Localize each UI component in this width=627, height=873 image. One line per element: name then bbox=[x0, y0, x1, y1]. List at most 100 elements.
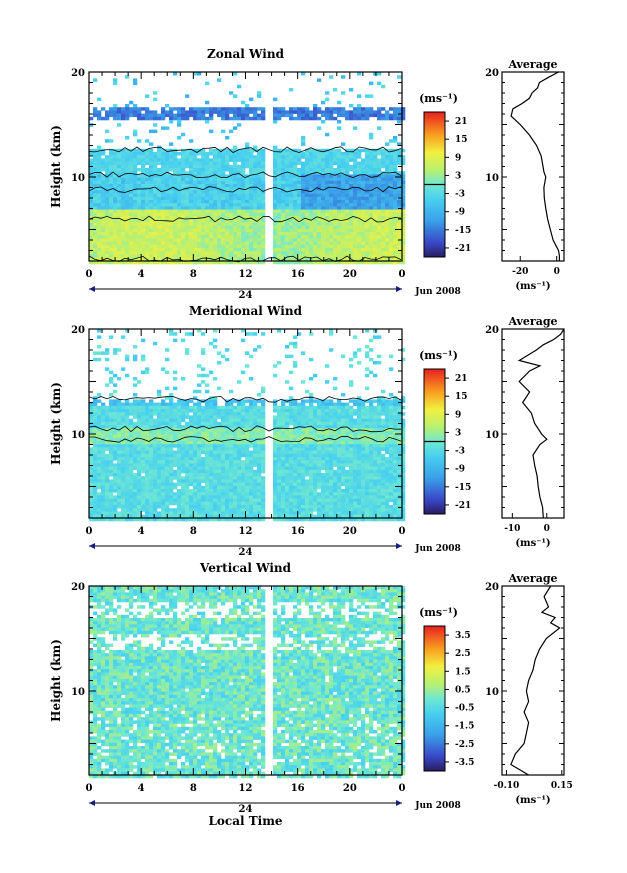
average-title: Average bbox=[507, 315, 557, 328]
x-tick-label: 12 bbox=[239, 783, 253, 794]
colorbar-unit: (ms⁻¹) bbox=[419, 92, 458, 105]
x-tick-label: 8 bbox=[190, 526, 197, 537]
average-profile-line bbox=[510, 585, 561, 776]
x-tick-label: 8 bbox=[190, 269, 197, 280]
x-tick-label: 4 bbox=[138, 269, 145, 280]
heatmap-cells bbox=[89, 586, 406, 779]
day-bar-arrow bbox=[89, 800, 95, 806]
x-tick-label: 4 bbox=[138, 783, 145, 794]
colorbar-tick-label: -3 bbox=[455, 447, 465, 457]
average-frame bbox=[501, 71, 565, 262]
y-axis-label: Height (km) bbox=[49, 639, 63, 722]
day-label: 24 bbox=[239, 804, 253, 815]
colorbar-tick-label: -9 bbox=[455, 208, 465, 218]
colorbar-tick-label: 3 bbox=[455, 171, 461, 181]
colorbar-tick-label: 15 bbox=[455, 392, 468, 402]
average-x-tick-label: -10 bbox=[504, 524, 520, 534]
colorbar-tick-label: -3.5 bbox=[455, 758, 474, 768]
average-profile-line bbox=[510, 71, 560, 261]
y-tick-label: 10 bbox=[71, 687, 85, 698]
average-y-tick-label: 20 bbox=[485, 325, 499, 336]
average-profile-line bbox=[517, 328, 565, 519]
y-tick-label: 20 bbox=[71, 582, 85, 593]
y-axis-label: Height (km) bbox=[49, 125, 63, 208]
colorbar-tick-label: -21 bbox=[455, 501, 471, 511]
colorbar-tick-label: 21 bbox=[455, 117, 468, 127]
x-tick-label: 20 bbox=[343, 783, 357, 794]
day-bar-arrow bbox=[396, 800, 402, 806]
colorbar-tick-label: -3 bbox=[455, 190, 465, 200]
contour-line bbox=[88, 146, 402, 153]
average-y-tick-label: 10 bbox=[485, 173, 499, 184]
average-title: Average bbox=[507, 572, 557, 585]
contour-line bbox=[88, 396, 402, 403]
day-label: 24 bbox=[239, 547, 253, 558]
x-tick-label: 20 bbox=[343, 269, 357, 280]
colorbar-tick-label: -15 bbox=[455, 226, 471, 236]
average-x-tick-label: 0 bbox=[554, 267, 560, 277]
average-x-tick-label: -0.10 bbox=[494, 781, 520, 791]
heatmap-cells bbox=[89, 329, 406, 522]
day-bar-arrow bbox=[89, 286, 95, 292]
colorbar-tick-label: -2.5 bbox=[455, 740, 474, 750]
colorbar-tick-label: -15 bbox=[455, 483, 471, 493]
contour-line bbox=[89, 435, 402, 443]
colorbar-tick-label: 9 bbox=[455, 153, 461, 163]
x-tick-label: 0 bbox=[399, 269, 406, 280]
contour-line bbox=[88, 171, 402, 179]
x-tick-label: 8 bbox=[190, 783, 197, 794]
x-tick-label: 0 bbox=[399, 783, 406, 794]
y-tick-label: 20 bbox=[71, 325, 85, 336]
y-tick-label: 10 bbox=[71, 173, 85, 184]
average-x-label: (ms⁻¹) bbox=[515, 281, 550, 292]
average-x-tick-label: 0.15 bbox=[551, 781, 573, 791]
average-title: Average bbox=[507, 58, 557, 71]
colorbar bbox=[423, 625, 446, 772]
x-tick-label: 20 bbox=[343, 526, 357, 537]
contour-line bbox=[88, 215, 402, 223]
colorbar-unit: (ms⁻¹) bbox=[419, 606, 458, 619]
colorbar-tick-label: 3.5 bbox=[455, 631, 471, 641]
contour-line bbox=[88, 425, 402, 433]
colorbar-tick-label: 3 bbox=[455, 428, 461, 438]
average-frame bbox=[501, 328, 565, 519]
day-bar-arrow bbox=[396, 543, 402, 549]
x-tick-label: 0 bbox=[399, 526, 406, 537]
colorbar-unit: (ms⁻¹) bbox=[419, 349, 458, 362]
colorbar-tick-label: -0.5 bbox=[455, 704, 474, 714]
x-tick-label: 4 bbox=[138, 526, 145, 537]
panel-title: Vertical Wind bbox=[199, 561, 292, 575]
x-tick-label: 16 bbox=[291, 526, 305, 537]
colorbar-tick-label: 15 bbox=[455, 135, 468, 145]
average-x-label: (ms⁻¹) bbox=[515, 795, 550, 806]
x-tick-label: 16 bbox=[291, 269, 305, 280]
panel-title: Meridional Wind bbox=[189, 304, 303, 318]
colorbar-tick-label: -21 bbox=[455, 244, 471, 254]
x-tick-label: 0 bbox=[86, 269, 93, 280]
x-tick-label: 12 bbox=[239, 269, 253, 280]
day-label: 24 bbox=[239, 290, 253, 301]
x-tick-label: 12 bbox=[239, 526, 253, 537]
x-tick-label: 16 bbox=[291, 783, 305, 794]
panel-title: Zonal Wind bbox=[207, 47, 285, 61]
average-frame bbox=[501, 585, 565, 776]
day-bar-arrow bbox=[396, 286, 402, 292]
colorbar-tick-label: 0.5 bbox=[455, 685, 471, 695]
colorbar-tick-label: -9 bbox=[455, 465, 465, 475]
average-y-tick-label: 20 bbox=[485, 582, 499, 593]
x-tick-label: 0 bbox=[86, 783, 93, 794]
average-x-tick-label: 0 bbox=[544, 524, 550, 534]
x-axis-label: Local Time bbox=[208, 814, 282, 828]
average-y-tick-label: 10 bbox=[485, 430, 499, 441]
colorbar-tick-label: 21 bbox=[455, 374, 468, 384]
average-x-label: (ms⁻¹) bbox=[515, 538, 550, 549]
heatmap-cells bbox=[89, 72, 406, 265]
average-y-tick-label: 10 bbox=[485, 687, 499, 698]
date-label: Jun 2008 bbox=[414, 544, 461, 554]
colorbar-tick-label: -1.5 bbox=[455, 722, 474, 732]
x-tick-label: 0 bbox=[86, 526, 93, 537]
date-label: Jun 2008 bbox=[414, 801, 461, 811]
contour-line bbox=[88, 186, 402, 193]
average-y-tick-label: 20 bbox=[485, 68, 499, 79]
